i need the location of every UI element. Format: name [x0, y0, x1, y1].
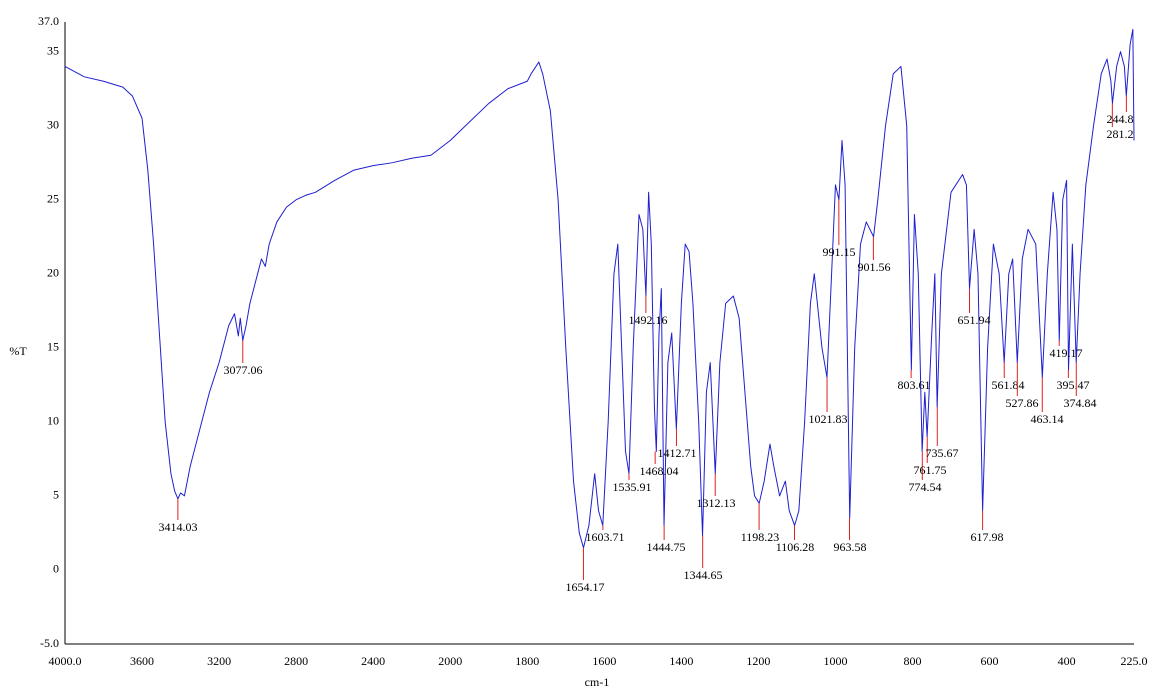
- peak-label: 1312.13: [697, 496, 736, 510]
- peak-label: 1412.71: [658, 446, 697, 460]
- y-tick-label: 35: [47, 43, 59, 57]
- spectrum-line: [64, 28, 1135, 549]
- x-tick-label: 3200: [207, 654, 231, 668]
- peak-label: 774.54: [909, 480, 942, 494]
- x-tick-label: 800: [903, 654, 921, 668]
- peak-label: 735.67: [926, 446, 959, 460]
- peak-label: 963.58: [834, 540, 867, 554]
- y-tick-label: 15: [47, 340, 59, 354]
- x-tick-label: 2400: [361, 654, 385, 668]
- peak-label: 1654.17: [566, 580, 605, 594]
- x-tick-label: 1600: [592, 654, 616, 668]
- x-tick-label: 225.0: [1121, 654, 1148, 668]
- y-tick-label: 30: [47, 117, 59, 131]
- y-tick-label: 37.0: [38, 14, 59, 28]
- peak-label: 1444.75: [647, 540, 686, 554]
- x-tick-label: 2000: [438, 654, 462, 668]
- peak-label: 395.47: [1057, 378, 1090, 392]
- x-tick-label: 2800: [284, 654, 308, 668]
- peak-label: 651.94: [958, 313, 991, 327]
- y-tick-label: -5.0: [40, 636, 59, 650]
- x-tick-label: 1200: [746, 654, 770, 668]
- peak-label: 991.15: [823, 245, 856, 259]
- peak-label: 419.17: [1050, 346, 1083, 360]
- peak-label: 617.98: [971, 530, 1004, 544]
- x-tick-label: 1800: [515, 654, 539, 668]
- peak-label: 527.86: [1006, 396, 1039, 410]
- x-tick-label: 600: [981, 654, 999, 668]
- peak-label: 374.84: [1064, 396, 1097, 410]
- x-tick-label: 3600: [130, 654, 154, 668]
- peak-label: 281.2: [1107, 127, 1134, 141]
- peak-label: 561.84: [992, 378, 1025, 392]
- x-tick-label: 1000: [823, 654, 847, 668]
- peak-label: 463.14: [1031, 412, 1064, 426]
- y-axis-label: %T: [9, 344, 27, 358]
- x-axis-label: cm-1: [585, 675, 610, 689]
- peak-label: 244.8: [1107, 112, 1134, 126]
- peak-label: 1468.04: [640, 464, 679, 478]
- y-tick-label: 5: [53, 488, 59, 502]
- peak-label: 1106.28: [776, 540, 815, 554]
- peak-label: 761.75: [914, 463, 947, 477]
- x-tick-label: 4000.0: [49, 654, 82, 668]
- peak-label: 1344.65: [684, 568, 723, 582]
- y-tick-label: 10: [47, 414, 59, 428]
- y-tick-label: 25: [47, 191, 59, 205]
- peak-label: 3414.03: [159, 520, 198, 534]
- x-tick-label: 400: [1058, 654, 1076, 668]
- y-tick-label: 0: [53, 562, 59, 576]
- x-tick-label: 1400: [669, 654, 693, 668]
- peak-label: 1492.16: [629, 313, 668, 327]
- peak-label: 1021.83: [809, 412, 848, 426]
- peak-label: 3077.06: [224, 363, 263, 377]
- peak-label: 1603.71: [586, 530, 625, 544]
- y-tick-label: 20: [47, 266, 59, 280]
- peak-label: 1535.91: [613, 480, 652, 494]
- peak-label: 803.61: [898, 378, 931, 392]
- peak-label: 901.56: [858, 260, 891, 274]
- peak-label: 1198.23: [741, 530, 780, 544]
